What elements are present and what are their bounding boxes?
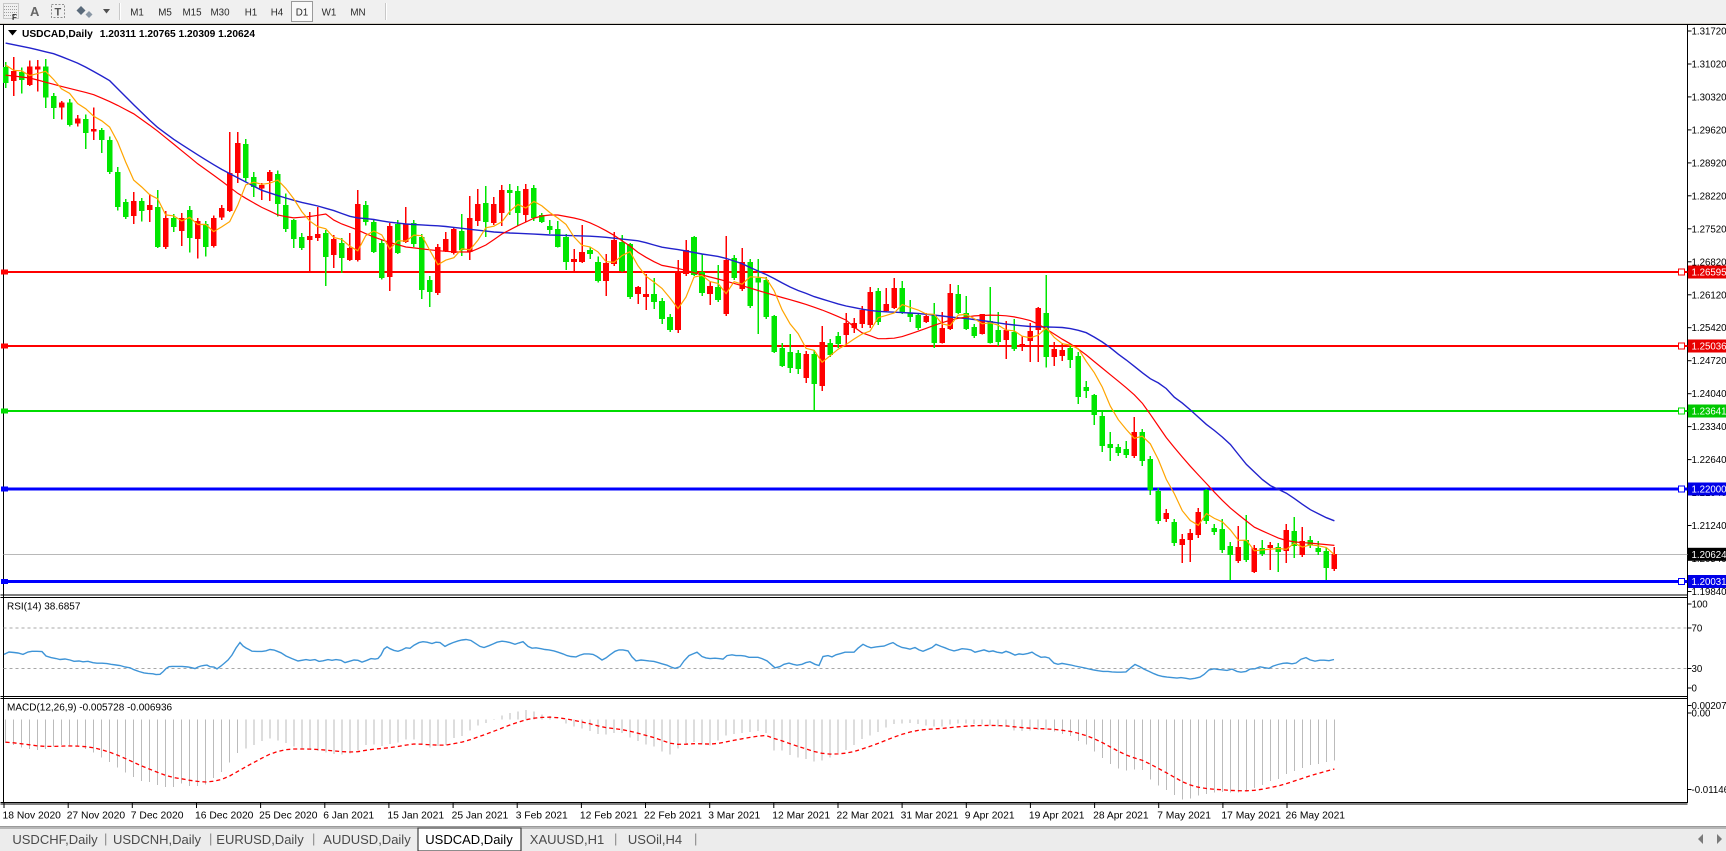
svg-text:H4: H4: [271, 8, 284, 19]
svg-text:1.31720: 1.31720: [1692, 27, 1726, 38]
svg-text:17 May 2021: 17 May 2021: [1221, 811, 1281, 822]
svg-text:1.26595: 1.26595: [1692, 268, 1726, 279]
svg-text:1.23340: 1.23340: [1692, 422, 1726, 433]
svg-text:A: A: [30, 4, 40, 19]
svg-text:70: 70: [1692, 624, 1703, 635]
svg-text:22 Feb 2021: 22 Feb 2021: [644, 811, 702, 822]
svg-text:1.21240: 1.21240: [1692, 521, 1726, 532]
svg-text:1.28220: 1.28220: [1692, 191, 1726, 202]
svg-text:M30: M30: [210, 8, 230, 19]
svg-text:M5: M5: [158, 8, 172, 19]
svg-text:H1: H1: [245, 8, 258, 19]
svg-text:28 Apr 2021: 28 Apr 2021: [1093, 811, 1149, 822]
svg-text:0.002074: 0.002074: [1692, 701, 1726, 712]
svg-text:1.20624: 1.20624: [1692, 550, 1726, 561]
svg-text:19 Apr 2021: 19 Apr 2021: [1029, 811, 1085, 822]
svg-text:25 Dec 2020: 25 Dec 2020: [259, 811, 318, 822]
svg-text:T: T: [55, 7, 62, 19]
svg-text:1.20031: 1.20031: [1692, 577, 1726, 588]
svg-text:|: |: [694, 831, 697, 846]
svg-text:1.24040: 1.24040: [1692, 389, 1726, 400]
svg-text:3 Feb 2021: 3 Feb 2021: [516, 811, 568, 822]
svg-text:1.29620: 1.29620: [1692, 125, 1726, 136]
svg-text:1.28920: 1.28920: [1692, 158, 1726, 169]
svg-text:USDCNH,Daily: USDCNH,Daily: [113, 832, 202, 847]
svg-text:1.26120: 1.26120: [1692, 290, 1726, 301]
svg-text:3 Mar 2021: 3 Mar 2021: [708, 811, 760, 822]
svg-text:1.19840: 1.19840: [1692, 587, 1726, 598]
svg-text:USDCHF,Daily: USDCHF,Daily: [12, 832, 98, 847]
svg-text:1.22640: 1.22640: [1692, 455, 1726, 466]
svg-text:1.22000: 1.22000: [1692, 485, 1726, 496]
svg-text:31 Mar 2021: 31 Mar 2021: [901, 811, 959, 822]
svg-text:1.25420: 1.25420: [1692, 323, 1726, 334]
svg-text:0.00: 0.00: [1692, 709, 1711, 720]
svg-text:12 Feb 2021: 12 Feb 2021: [580, 811, 638, 822]
svg-text:1.25036: 1.25036: [1692, 342, 1726, 353]
svg-text:100: 100: [1692, 600, 1709, 611]
svg-text:26 May 2021: 26 May 2021: [1286, 811, 1346, 822]
svg-text:15 Jan 2021: 15 Jan 2021: [387, 811, 444, 822]
svg-text:MN: MN: [350, 8, 365, 19]
svg-text:1.26820: 1.26820: [1692, 257, 1726, 268]
svg-text:1.24720: 1.24720: [1692, 356, 1726, 367]
svg-text:|: |: [614, 831, 617, 846]
svg-text:7 Dec 2020: 7 Dec 2020: [131, 811, 184, 822]
svg-text:D1: D1: [296, 8, 309, 19]
svg-text:25 Jan 2021: 25 Jan 2021: [452, 811, 509, 822]
svg-text:RSI(14) 38.6857: RSI(14) 38.6857: [7, 602, 81, 613]
svg-text:22 Mar 2021: 22 Mar 2021: [837, 811, 895, 822]
svg-text:-0.011462: -0.011462: [1692, 785, 1726, 796]
svg-text:7 May 2021: 7 May 2021: [1157, 811, 1211, 822]
svg-text:AUDUSD,Daily: AUDUSD,Daily: [323, 832, 411, 847]
svg-text:USOil,H4: USOil,H4: [628, 832, 682, 847]
svg-text:MACD(12,26,9) -0.005728 -0.006: MACD(12,26,9) -0.005728 -0.006936: [7, 703, 173, 714]
svg-text:|: |: [104, 831, 107, 846]
svg-text:30: 30: [1692, 664, 1703, 675]
svg-text:M15: M15: [182, 8, 202, 19]
svg-text:XAUUSD,H1: XAUUSD,H1: [530, 832, 604, 847]
svg-text:6 Jan 2021: 6 Jan 2021: [323, 811, 374, 822]
svg-text:M1: M1: [130, 8, 144, 19]
svg-text:|: |: [209, 831, 212, 846]
svg-text:|: |: [312, 831, 315, 846]
svg-text:0: 0: [1692, 684, 1698, 695]
svg-text:1.31020: 1.31020: [1692, 60, 1726, 71]
svg-text:18 Nov 2020: 18 Nov 2020: [3, 811, 62, 822]
svg-text:12 Mar 2021: 12 Mar 2021: [772, 811, 830, 822]
svg-text:1.23641: 1.23641: [1692, 407, 1726, 418]
svg-text:F: F: [12, 13, 17, 22]
svg-text:16 Dec 2020: 16 Dec 2020: [195, 811, 254, 822]
svg-text:27 Nov 2020: 27 Nov 2020: [67, 811, 126, 822]
svg-text:9 Apr 2021: 9 Apr 2021: [965, 811, 1015, 822]
svg-text:1.27520: 1.27520: [1692, 224, 1726, 235]
svg-text:EURUSD,Daily: EURUSD,Daily: [216, 832, 304, 847]
svg-text:W1: W1: [322, 8, 337, 19]
svg-text:USDCAD,Daily: USDCAD,Daily: [425, 832, 513, 847]
svg-text:1.30320: 1.30320: [1692, 92, 1726, 103]
